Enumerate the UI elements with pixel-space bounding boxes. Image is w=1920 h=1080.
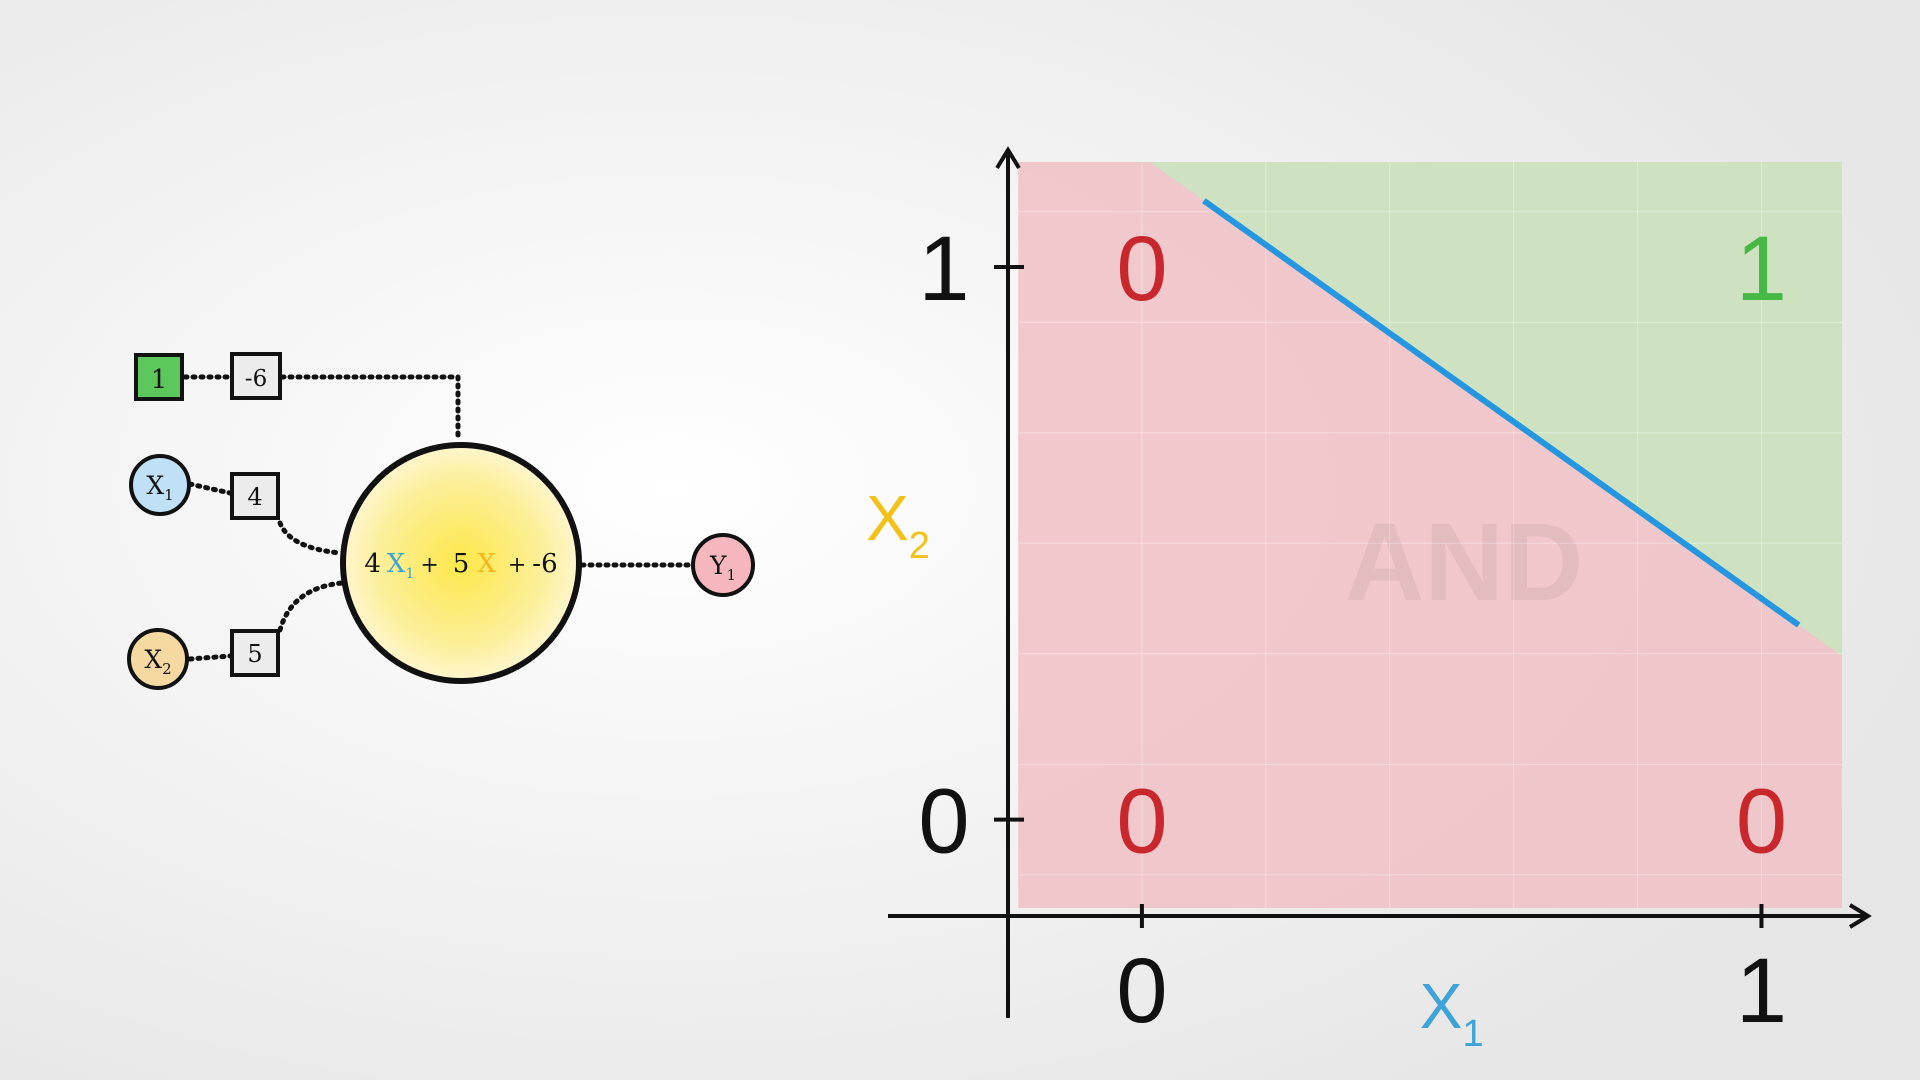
- y-tick-label: 0: [918, 771, 969, 873]
- y1-output-label: Y1: [709, 551, 736, 584]
- y-axis-label-sub: 2: [909, 525, 930, 567]
- x-axis-label-letter: X: [1420, 970, 1463, 1042]
- y-axis-label-letter: X: [866, 482, 909, 554]
- data-point-label: 0: [1116, 218, 1167, 320]
- x1-input-node: [129, 454, 191, 516]
- formula-plus2: +: [508, 553, 526, 578]
- neuron-formula: 4 X1 +5 X + -6: [364, 549, 557, 582]
- x2-input-connector: [187, 653, 233, 662]
- bias-weight-label: -6: [245, 366, 267, 392]
- x1-weight-box: [230, 472, 280, 520]
- formula-w1: 4: [364, 549, 381, 579]
- formula-bias: -6: [532, 549, 557, 579]
- x1-input-sub: 1: [164, 486, 174, 504]
- x-axis-arrow: [1848, 903, 1872, 929]
- x2-input-label: X2: [144, 645, 171, 678]
- x1-weight-connector: [277, 520, 343, 556]
- bias-input-label: 1: [151, 365, 168, 395]
- chart-title: AND: [1345, 501, 1583, 624]
- x-axis-label-sub: 1: [1462, 1013, 1483, 1055]
- neuron-node: [340, 442, 582, 684]
- x-tick-label: 0: [1116, 940, 1167, 1042]
- x2-input-sub: 2: [162, 660, 172, 678]
- x2-weight-connector: [277, 580, 345, 633]
- formula-w2: 5: [453, 549, 470, 579]
- data-point-label: 0: [1116, 771, 1167, 873]
- and-chart: AND 0 1 0 1 X1 X2 0 1 0 0: [866, 146, 1872, 1055]
- x1-weight-label: 4: [247, 483, 262, 511]
- grid: [1017, 162, 1842, 908]
- data-point-label: 1: [1736, 218, 1787, 320]
- x2-weight-box: [230, 629, 280, 677]
- bias-input-node: [134, 353, 184, 401]
- x-axis-label: X1: [1420, 970, 1484, 1055]
- formula-x1-letter: X: [387, 549, 406, 579]
- x2-input-letter: X: [144, 645, 162, 674]
- data-point-label: 0: [1736, 771, 1787, 873]
- x1-input-letter: X: [146, 471, 164, 500]
- formula-x2-letter: X: [477, 549, 496, 579]
- formula-plus1: +: [420, 553, 438, 578]
- y-tick-label: 1: [918, 218, 969, 320]
- connections: [182, 374, 693, 662]
- y1-output-sub: 1: [726, 566, 736, 584]
- decision-boundary-line: [1202, 198, 1801, 628]
- y1-output-letter: Y: [709, 551, 727, 580]
- x-tick-label: 1: [1736, 940, 1787, 1042]
- y-axis-arrow: [995, 146, 1021, 170]
- formula-x1-sub: 1: [405, 566, 414, 582]
- bias-weight-connector: [279, 374, 461, 438]
- x2-weight-label: 5: [247, 640, 262, 668]
- y-axis-label: X2: [866, 482, 930, 567]
- x1-input-connector: [187, 481, 233, 496]
- perceptron-diagram: 1 -6 X1 4 X2 5 4 X1 +5 X + -6 Y1: [127, 352, 755, 690]
- y1-output-node: [691, 533, 755, 597]
- x1-input-label: X1: [146, 471, 173, 504]
- bias-weight-box: [230, 352, 282, 400]
- x2-input-node: [127, 628, 189, 690]
